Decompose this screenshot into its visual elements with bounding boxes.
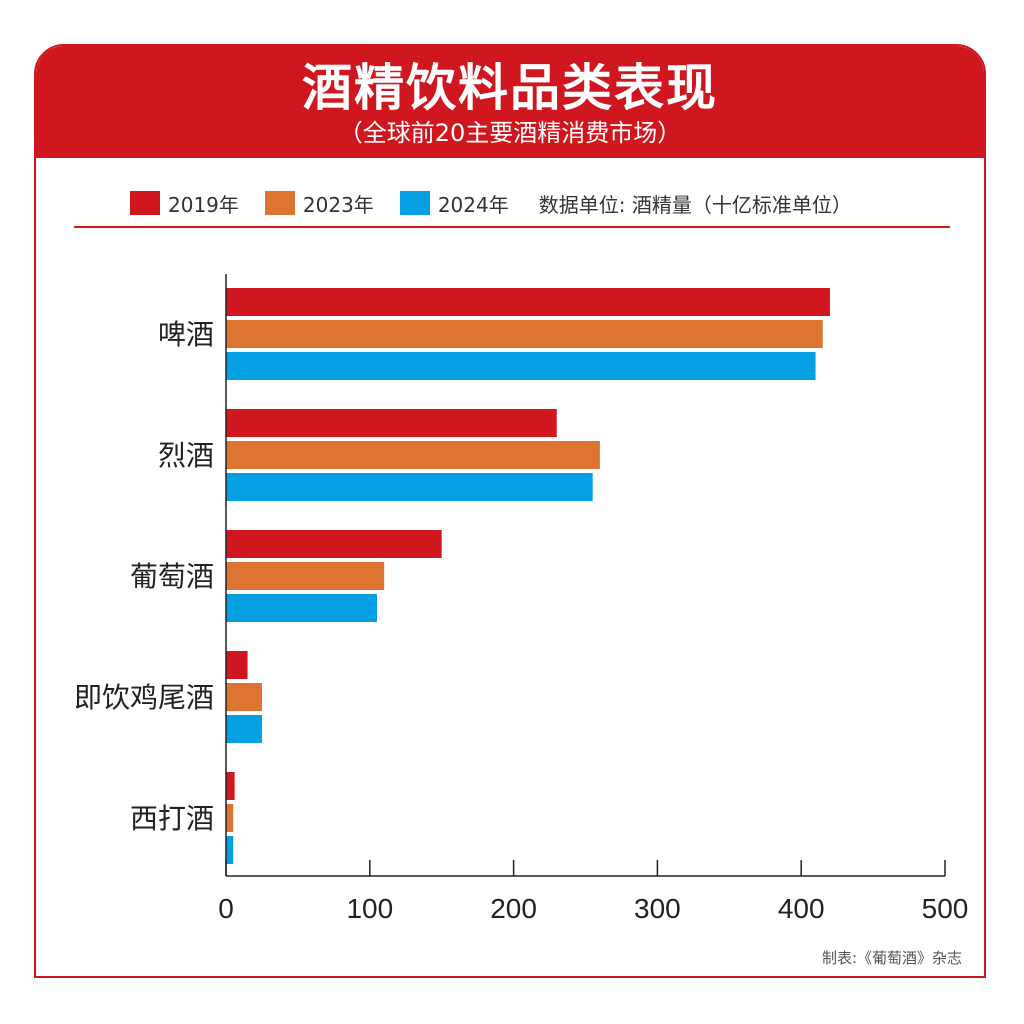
bar-3-series-1 [226, 530, 442, 558]
legend-label-2024: 2024年 [437, 192, 509, 217]
bar-2-series-2 [226, 441, 600, 469]
x-tick-label-1: 0 [218, 893, 234, 924]
chart-title: 酒精饮料品类表现 [302, 59, 718, 117]
category-label-5: 西打酒 [130, 802, 214, 835]
legend-swatch-2019 [130, 191, 160, 215]
category-label-4: 即饮鸡尾酒 [74, 681, 214, 714]
x-tick-label-2: 100 [346, 893, 393, 924]
category-label-2: 烈酒 [158, 439, 214, 472]
bar-3-series-3 [226, 594, 377, 622]
legend-label-2019: 2019年 [168, 192, 239, 217]
category-label-1: 啤酒 [158, 318, 214, 351]
bar-4-series-2 [226, 683, 262, 711]
credit-text: 制表:《葡萄酒》杂志 [821, 949, 962, 967]
legend: 2019年 2023年 2024年 数据单位: 酒精量（十亿标准单位） [130, 186, 852, 220]
header-banner: 酒精饮料品类表现 （全球前20主要酒精消费市场） [36, 46, 984, 158]
legend-item-2024: 2024年 [399, 189, 509, 218]
x-tick-label-6: 500 [922, 893, 969, 924]
unit-note: 数据单位: 酒精量（十亿标准单位） [538, 192, 852, 217]
bar-4-series-1 [226, 651, 248, 679]
bar-1-series-2 [226, 320, 823, 348]
chart-card: 酒精饮料品类表现 （全球前20主要酒精消费市场） 2019年 2023年 202… [34, 44, 986, 978]
category-label-3: 葡萄酒 [130, 560, 214, 593]
divider-line [74, 226, 950, 228]
legend-item-2019: 2019年 [130, 189, 239, 218]
bar-4-series-3 [226, 715, 262, 743]
bar-5-series-1 [226, 772, 235, 800]
bar-2-series-3 [226, 473, 593, 501]
bar-1-series-3 [226, 352, 816, 380]
bar-2-series-1 [226, 409, 557, 437]
bar-1-series-1 [226, 288, 830, 316]
bar-3-series-2 [226, 562, 385, 590]
bar-5-series-3 [226, 836, 234, 864]
bar-5-series-2 [226, 804, 234, 832]
legend-swatch-2024 [399, 191, 430, 215]
legend-swatch-2023 [264, 191, 295, 215]
chart-subtitle: （全球前20主要酒精消费市场） [338, 119, 682, 147]
x-tick-label-4: 300 [634, 893, 681, 924]
x-tick-label-5: 400 [778, 893, 825, 924]
legend-item-2023: 2023年 [264, 189, 374, 218]
x-tick-label-3: 200 [490, 893, 537, 924]
legend-label-2023: 2023年 [302, 192, 374, 217]
